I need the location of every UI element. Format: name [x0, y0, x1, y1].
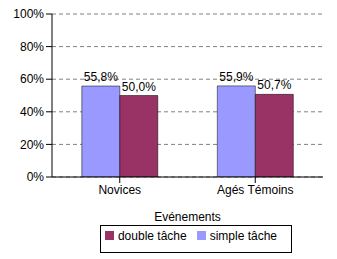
svg-text:55,8%: 55,8%: [84, 70, 118, 84]
svg-text:50,7%: 50,7%: [257, 78, 291, 92]
svg-text:40%: 40%: [20, 105, 44, 119]
svg-text:55,9%: 55,9%: [219, 70, 253, 84]
html-text:double tâche: double tâche: [117, 229, 187, 243]
svg-text:60%: 60%: [20, 72, 44, 86]
svg-text:20%: 20%: [20, 138, 44, 152]
svg-text:0%: 0%: [27, 170, 45, 184]
svg-text:80%: 80%: [20, 40, 44, 54]
svg-text:Evénements: Evénements: [154, 210, 221, 224]
html-text:simple tâche: simple tâche: [209, 229, 277, 243]
svg-text:50,0%: 50,0%: [122, 80, 156, 94]
svg-text:Agés Témoins: Agés Témoins: [217, 183, 293, 197]
svg-text:100%: 100%: [13, 7, 44, 21]
svg-text:Novices: Novices: [98, 183, 141, 197]
